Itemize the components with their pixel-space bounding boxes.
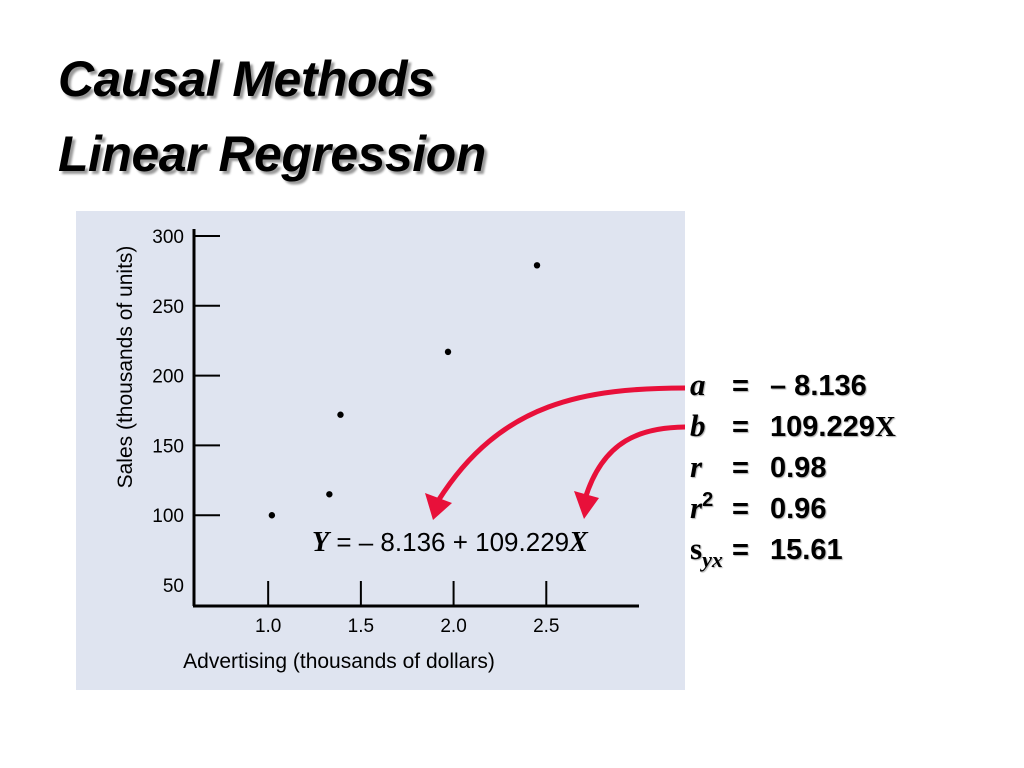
stat-r-squared: r2 = 0.96 (690, 490, 826, 530)
stat-equals: = (732, 493, 749, 525)
x-tick-label: 2.5 (533, 616, 559, 637)
arrow-intercept-head (425, 493, 452, 520)
data-point (444, 348, 452, 356)
stat-slope: b = 109.229X (690, 408, 896, 448)
stat-equals: = (732, 370, 749, 402)
regression-equation: Y = – 8.136 + 109.229X (312, 527, 588, 559)
x-tick-label: 2.0 (440, 616, 466, 637)
stat-value: 0.96 (770, 493, 827, 525)
scatter-chart: 300 250 200 150 100 50 1.0 1.5 2.0 2.5 Advertisi… (114, 227, 685, 673)
y-tick-label: 100 (152, 506, 184, 527)
x-axis-label: Advertising (thousands of dollars) (183, 650, 495, 673)
stat-symbol-base: s (690, 531, 703, 566)
y-tick-label: 200 (152, 367, 184, 388)
stat-symbol-subscript: yx (702, 547, 723, 572)
arrow-slope-head (574, 491, 599, 519)
stat-equals: = (732, 452, 749, 484)
equation-body: = – 8.136 + 109.229 (336, 527, 570, 557)
y-axis-ticks: 300 250 200 150 100 50 (152, 227, 220, 597)
data-points (268, 262, 541, 519)
stat-symbol: r (690, 449, 703, 484)
slide-title-line-1: Causal Methods (58, 51, 435, 107)
x-axis-ticks: 1.0 1.5 2.0 2.5 (255, 581, 560, 637)
x-tick-label: 1.0 (255, 616, 281, 637)
y-tick-label: 300 (152, 227, 184, 248)
equation-y-variable: Y (312, 527, 330, 558)
data-point (268, 512, 276, 519)
stat-symbol-base: r (690, 490, 703, 525)
arrow-slope (582, 424, 685, 500)
chart-panel: 300 250 200 150 100 50 1.0 1.5 2.0 2.5 Advertisi… (76, 211, 685, 690)
stat-standard-error: syx = 15.61 (690, 531, 843, 571)
y-axis-label: Sales (thousands of units) (114, 246, 137, 489)
y-tick-label: 50 (163, 576, 184, 597)
stat-value: – 8.136 (770, 370, 867, 402)
stat-value: 15.61 (770, 534, 843, 566)
stat-symbol: syx (690, 531, 732, 571)
data-point (533, 262, 541, 269)
stat-equals: = (732, 411, 749, 443)
stat-value: 109.229 (770, 411, 875, 443)
stat-symbol: a (690, 367, 706, 402)
data-point (337, 411, 344, 418)
data-point (326, 491, 333, 498)
x-tick-label: 1.5 (348, 616, 374, 637)
stat-symbol: r2 (690, 490, 732, 526)
slide-title-line-2: Linear Regression (58, 126, 486, 182)
stat-symbol-superscript: 2 (702, 489, 714, 511)
y-tick-label: 250 (152, 297, 184, 318)
arrow-intercept (435, 385, 685, 503)
stat-symbol: b (690, 408, 706, 443)
stat-equals: = (732, 534, 749, 566)
stat-correlation: r = 0.98 (690, 449, 826, 489)
equation-x-variable: X (569, 527, 588, 558)
y-tick-label: 150 (152, 436, 184, 457)
stat-intercept: a = – 8.136 (690, 367, 867, 407)
stat-value-suffix: X (874, 411, 896, 443)
stat-value: 0.98 (770, 452, 827, 484)
